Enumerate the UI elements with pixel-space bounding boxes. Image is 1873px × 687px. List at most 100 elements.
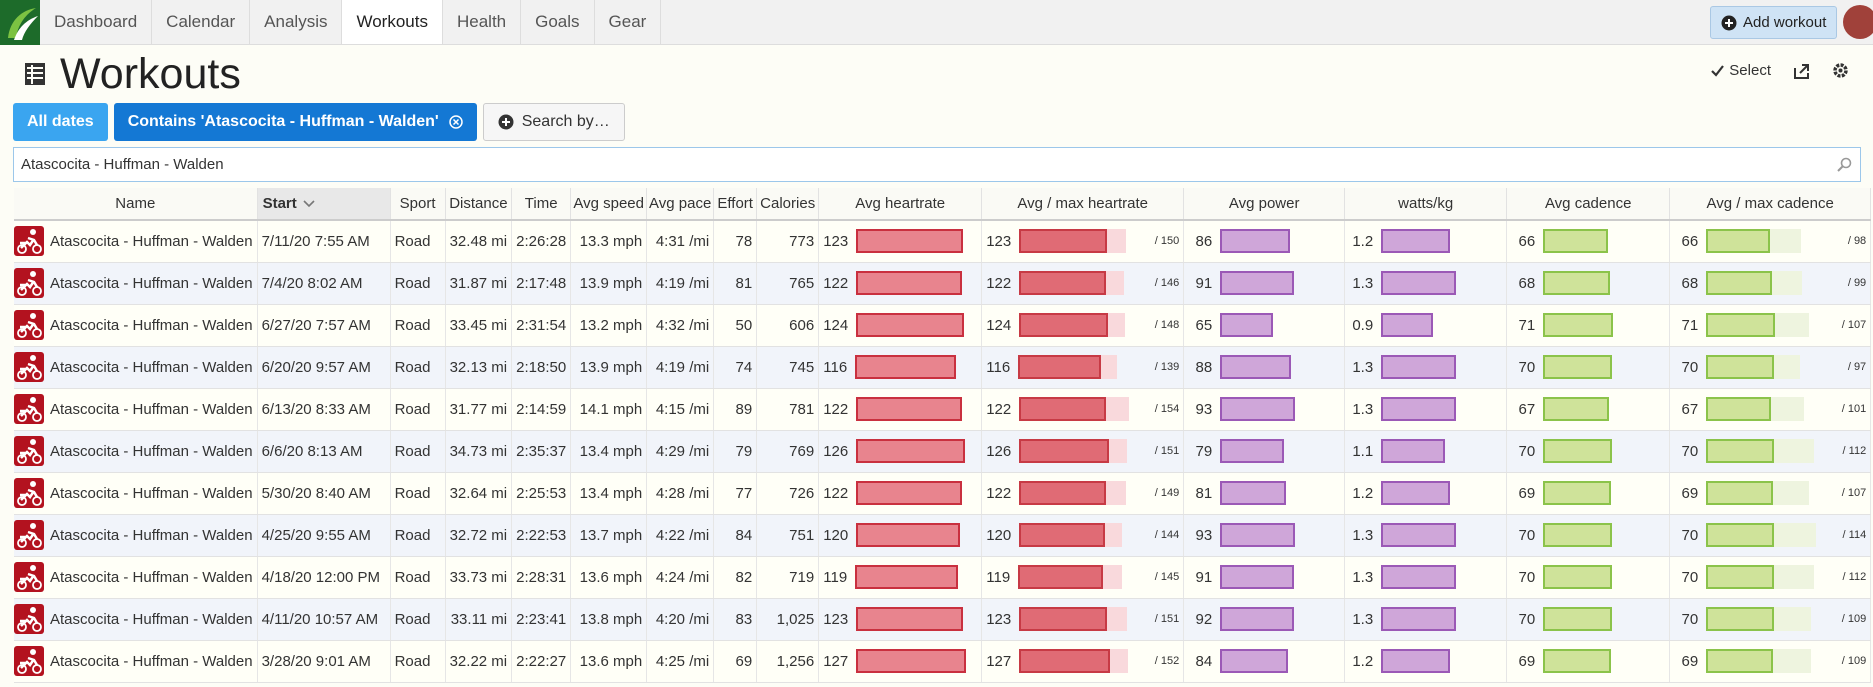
workout-name[interactable]: Atascocita - Huffman - Walden	[50, 232, 253, 250]
name-cell: Atascocita - Huffman - Walden	[14, 472, 258, 515]
avg-max-heartrate-value: 122	[986, 484, 1012, 502]
search-by-button[interactable]: Search by…	[482, 103, 625, 141]
nav-item[interactable]: Goals	[521, 0, 595, 44]
add-workout-button[interactable]: Add workout	[1710, 6, 1838, 39]
avg-heartrate-bar	[856, 607, 963, 631]
date-filter[interactable]: All dates	[13, 103, 108, 141]
workout-name[interactable]: Atascocita - Huffman - Walden	[50, 610, 253, 628]
workout-row[interactable]: Atascocita - Huffman - Walden 6/6/20 8:13…	[14, 430, 1872, 473]
avg-speed-cell: 13.9 mph	[570, 262, 648, 305]
cell: 70 / 112	[1674, 565, 1866, 589]
avg-heartrate-cell: 126	[818, 430, 983, 473]
column-header-label: Avg heartrate	[855, 195, 946, 212]
workout-row[interactable]: Atascocita - Huffman - Walden 7/4/20 8:02…	[14, 262, 1872, 305]
calories-cell: 773	[756, 220, 820, 263]
search-input[interactable]: Atascocita - Huffman - Walden	[13, 147, 1861, 182]
column-header[interactable]: Calories	[756, 188, 820, 221]
select-button[interactable]: Select	[1711, 62, 1771, 79]
nav-item[interactable]: Calendar	[152, 0, 251, 44]
text-filter-label: Contains 'Atascocita - Huffman - Walden'	[127, 113, 439, 130]
nav-item[interactable]: Analysis	[250, 0, 343, 44]
start-cell: 5/30/20 8:40 AM	[257, 472, 391, 515]
avg-cadence-bar	[1543, 439, 1613, 463]
workout-row[interactable]: Atascocita - Huffman - Walden 4/11/20 10:…	[14, 598, 1872, 641]
workout-name[interactable]: Atascocita - Huffman - Walden	[50, 484, 253, 502]
column-header[interactable]: Start	[257, 188, 391, 221]
effort-cell: 77	[713, 472, 758, 515]
nav-item[interactable]: Health	[443, 0, 522, 44]
column-header[interactable]: Avg power	[1183, 188, 1346, 221]
avatar[interactable]	[1843, 5, 1873, 39]
cell: 68	[1511, 271, 1665, 295]
name-cell: Atascocita - Huffman - Walden	[14, 346, 258, 389]
avg-power-value: 93	[1195, 526, 1213, 544]
workout-name[interactable]: Atascocita - Huffman - Walden	[50, 526, 253, 544]
column-header[interactable]: Name	[14, 188, 258, 221]
workout-row[interactable]: Atascocita - Huffman - Walden 6/27/20 7:5…	[14, 304, 1872, 347]
avg-cadence-value: 68	[1518, 274, 1536, 292]
column-header[interactable]: watts/kg	[1344, 188, 1508, 221]
avg-cadence-bar	[1543, 481, 1612, 505]
workout-name[interactable]: Atascocita - Huffman - Walden	[50, 358, 253, 376]
column-header[interactable]: Avg speed	[570, 188, 648, 221]
nav-item[interactable]: Dashboard	[40, 0, 153, 44]
column-header[interactable]: Avg / max cadence	[1669, 188, 1872, 221]
workout-row[interactable]: Atascocita - Huffman - Walden 7/11/20 7:5…	[14, 220, 1872, 263]
workout-name[interactable]: Atascocita - Huffman - Walden	[50, 652, 253, 670]
column-header-label: Distance	[449, 195, 508, 212]
column-header[interactable]: Sport	[390, 188, 446, 221]
avg-max-cadence-avg-bar	[1706, 649, 1773, 673]
column-header[interactable]: Avg pace	[646, 188, 715, 221]
watts-per-kg-value: 1.3	[1352, 274, 1374, 292]
text-filter[interactable]: Contains 'Atascocita - Huffman - Walden'	[113, 103, 477, 141]
remove-icon[interactable]	[448, 115, 463, 129]
avg-max-heartrate-max-label: / 151	[1154, 445, 1180, 457]
column-header[interactable]: Effort	[713, 188, 758, 221]
avg-max-heartrate-track	[1019, 439, 1129, 463]
avg-cadence-value: 67	[1518, 400, 1536, 418]
settings-icon[interactable]	[1832, 62, 1849, 79]
avg-max-heartrate-avg-bar	[1019, 397, 1107, 421]
avg-pace-cell: 4:25 /mi	[646, 640, 715, 683]
workout-name[interactable]: Atascocita - Huffman - Walden	[50, 568, 253, 586]
workout-name[interactable]: Atascocita - Huffman - Walden	[50, 400, 253, 418]
workout-name[interactable]: Atascocita - Huffman - Walden	[50, 442, 253, 460]
avg-speed-cell: 13.3 mph	[570, 220, 648, 263]
avg-max-heartrate-track	[1019, 481, 1129, 505]
workout-row[interactable]: Atascocita - Huffman - Walden 4/18/20 12:…	[14, 556, 1872, 599]
nav-item[interactable]: Workouts	[342, 0, 443, 44]
share-icon[interactable]	[1793, 63, 1810, 79]
avg-cadence-value: 70	[1518, 568, 1536, 586]
workout-row[interactable]: Atascocita - Huffman - Walden 5/30/20 8:4…	[14, 472, 1872, 515]
cell: 1.3	[1349, 397, 1502, 421]
column-header-label: Start	[262, 195, 297, 212]
avg-max-heartrate-value: 126	[986, 442, 1012, 460]
avg-max-heartrate-max-label: / 144	[1154, 529, 1180, 541]
column-header[interactable]: Distance	[445, 188, 513, 221]
cell: 70 / 97	[1674, 355, 1866, 379]
workout-name[interactable]: Atascocita - Huffman - Walden	[50, 316, 253, 334]
nav-item[interactable]: Gear	[595, 0, 662, 44]
workout-row[interactable]: Atascocita - Huffman - Walden 3/28/20 9:0…	[14, 640, 1872, 683]
table-head: Name Start Sport Distance Time Avg speed Avg p…	[14, 188, 1872, 221]
column-header-label: Sport	[399, 195, 436, 212]
avg-max-heartrate-cell: 124 / 148	[981, 304, 1185, 347]
column-header[interactable]: Avg / max heartrate	[981, 188, 1185, 221]
avg-power-bar	[1220, 439, 1284, 463]
column-header[interactable]: Avg heartrate	[818, 188, 983, 221]
cell: Atascocita - Huffman - Walden	[14, 310, 253, 340]
workout-name[interactable]: Atascocita - Huffman - Walden	[50, 274, 253, 292]
column-header[interactable]: Time	[511, 188, 572, 221]
avg-max-cadence-track	[1706, 565, 1816, 589]
workout-row[interactable]: Atascocita - Huffman - Walden 4/25/20 9:5…	[14, 514, 1872, 557]
column-header[interactable]: Avg cadence	[1506, 188, 1671, 221]
watts-per-kg-value: 1.3	[1352, 400, 1374, 418]
avg-power-cell: 93	[1183, 514, 1346, 557]
avg-heartrate-bar	[856, 439, 966, 463]
workout-row[interactable]: Atascocita - Huffman - Walden 6/20/20 9:5…	[14, 346, 1872, 389]
logo[interactable]	[0, 0, 40, 45]
avg-max-heartrate-cell: 120 / 144	[981, 514, 1185, 557]
cell: 127	[823, 649, 977, 673]
workout-row[interactable]: Atascocita - Huffman - Walden 6/13/20 8:3…	[14, 388, 1872, 431]
avg-max-cadence-cell: 67 / 101	[1669, 388, 1872, 431]
